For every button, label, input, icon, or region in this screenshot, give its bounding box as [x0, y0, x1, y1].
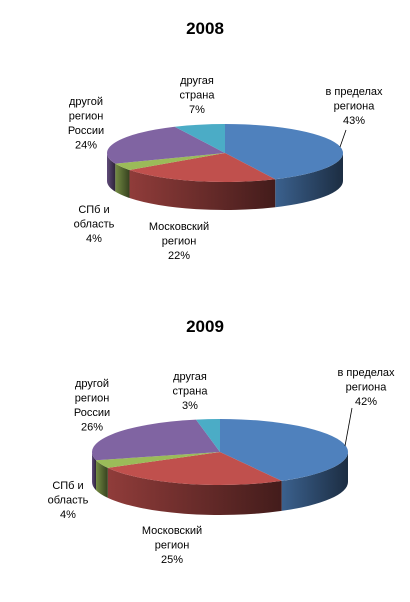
pie-chart-2009: 2009 в пределах региона 42% Московский регио… [48, 317, 395, 566]
slice-label: в пределах региона 42% [337, 367, 395, 408]
pie-slice [225, 124, 343, 180]
pie-slice [107, 452, 282, 485]
slice-label: Московский регион 22% [149, 221, 209, 262]
chart-title: 2008 [186, 19, 224, 38]
pie-slice-side [281, 452, 348, 511]
slice-label: Московский регион 25% [142, 525, 202, 566]
pie-slice [115, 153, 225, 171]
slice-label: СПб и область 4% [48, 480, 89, 521]
pie-slice [92, 419, 220, 461]
pie-slice-side [115, 163, 130, 199]
slice-label: в пределах региона 43% [325, 86, 383, 127]
slice-label: другой регион России 26% [74, 378, 110, 434]
pie-slice [220, 419, 348, 481]
slice-label: другая страна 7% [180, 75, 216, 116]
leader-line [344, 407, 353, 447]
slice-label: СПб и область 4% [74, 204, 115, 245]
pie-slice-side [107, 467, 282, 515]
leader-line [339, 129, 347, 148]
pie-slice [129, 153, 276, 182]
slice-label: другой регион России 24% [68, 96, 104, 152]
pie-slice [96, 452, 220, 468]
pie-slice-side [96, 460, 108, 498]
slice-label: другая страна 3% [173, 371, 209, 412]
pie-slice [196, 419, 220, 452]
chart-title: 2009 [186, 317, 224, 336]
pie-slice-side [107, 153, 116, 192]
pie-slice-side [275, 153, 343, 208]
pie-slice-side [92, 452, 97, 491]
pie-slice [107, 126, 225, 164]
pie-slice [174, 124, 225, 153]
pie-slice-side [129, 170, 276, 210]
pie-chart-2008: 2008 в пределах региона 43% Московский регио… [68, 19, 383, 262]
